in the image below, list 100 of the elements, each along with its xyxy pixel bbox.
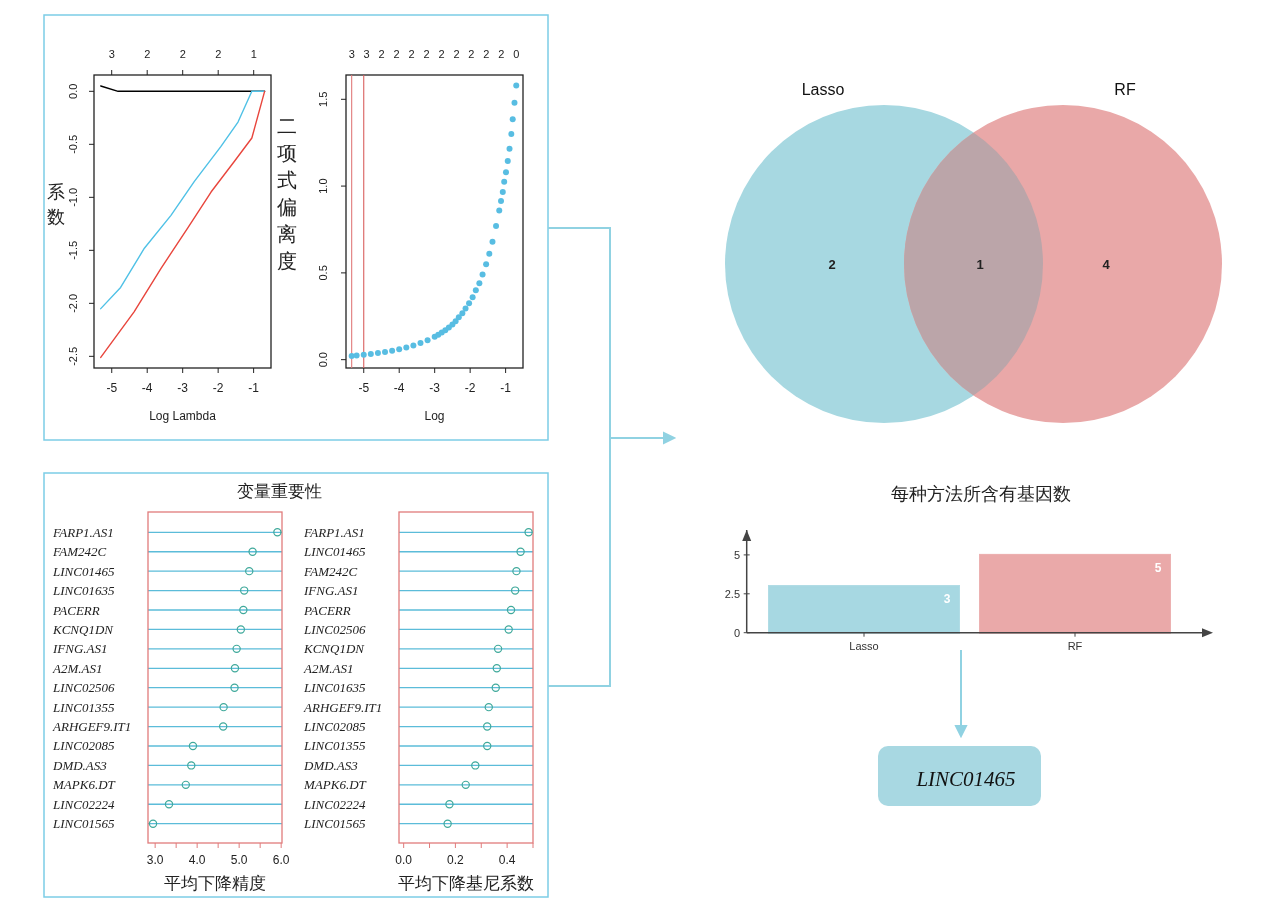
y-tick-label: PACERR xyxy=(52,602,100,618)
x-tick-label: -2 xyxy=(212,381,224,395)
point xyxy=(483,741,492,751)
x-tick-label: -4 xyxy=(141,381,153,395)
x-tick-label: -3 xyxy=(177,381,189,395)
text: 2 xyxy=(438,48,445,60)
point xyxy=(273,528,282,537)
line-series xyxy=(100,90,266,359)
y-tick-label: LINC01355 xyxy=(52,699,115,715)
point xyxy=(410,342,417,349)
y-tick-label: LINC02224 xyxy=(52,796,115,812)
y-tick-label: ARHGEF9.IT1 xyxy=(52,719,132,735)
y-tick-label: A2M.AS1 xyxy=(303,660,354,676)
y-tick-label: FARP1.AS1 xyxy=(303,524,365,540)
x-tick-label: -1 xyxy=(248,381,260,395)
point xyxy=(188,741,198,751)
point xyxy=(476,280,483,287)
point xyxy=(219,702,228,712)
y-tick-label: FAM242C xyxy=(303,563,358,579)
point xyxy=(479,271,486,278)
y-tick-label: LINC02506 xyxy=(303,621,366,637)
y-tick-label: LINC01565 xyxy=(303,816,366,832)
y-tick-label: KCNQ1DN xyxy=(52,621,115,637)
chart-title: 变量重要性 xyxy=(236,482,322,501)
x-tick-label: 4.0 xyxy=(188,853,206,867)
text: 2 xyxy=(393,48,400,60)
point xyxy=(374,350,381,357)
point xyxy=(403,344,410,351)
point xyxy=(512,566,521,576)
point xyxy=(493,644,503,654)
x-tick-label: 0.0 xyxy=(395,853,413,867)
y-tick-label: LINC01635 xyxy=(303,680,366,696)
y-tick-label: -1.0 xyxy=(67,187,79,207)
point xyxy=(501,178,508,185)
point xyxy=(502,169,509,176)
point xyxy=(499,188,506,195)
point xyxy=(239,605,248,615)
y-tick-label: 2.5 xyxy=(724,587,740,600)
point xyxy=(524,528,533,537)
point xyxy=(492,664,501,673)
point xyxy=(486,250,493,257)
y-tick-label: PACERR xyxy=(303,602,351,618)
point xyxy=(504,625,513,634)
category-label: RF xyxy=(1114,81,1136,98)
x-tick-label: 0.2 xyxy=(447,853,465,867)
y-tick-label: MAPK6.DT xyxy=(303,777,367,793)
data-label: 3 xyxy=(943,592,951,607)
point xyxy=(498,198,505,205)
y-axis-title: 二项式偏离度 xyxy=(277,114,297,272)
point xyxy=(417,340,424,347)
y-tick-label: DMD.AS3 xyxy=(52,757,108,773)
point xyxy=(516,547,525,556)
point xyxy=(382,349,389,356)
point xyxy=(218,722,228,731)
chart-title: 每种方法所含有基因数 xyxy=(891,484,1071,504)
point xyxy=(469,294,476,301)
point xyxy=(148,819,158,828)
text: 1 xyxy=(250,48,257,60)
point xyxy=(489,238,496,245)
point xyxy=(504,157,511,164)
point xyxy=(459,310,466,317)
point xyxy=(461,780,470,790)
point xyxy=(248,547,257,556)
x-tick-label: 5.0 xyxy=(230,853,248,867)
y-tick-label: LINC02085 xyxy=(303,719,366,735)
y-tick-label: LINC01465 xyxy=(52,563,115,579)
y-axis-title: 系数 xyxy=(47,181,65,227)
y-tick-label: -2.5 xyxy=(67,346,79,366)
text: 3 xyxy=(108,48,115,60)
text: 2 xyxy=(408,48,415,60)
data-label: 2 xyxy=(828,257,836,272)
text: 2 xyxy=(215,48,222,60)
y-tick-label: LINC01465 xyxy=(303,544,366,560)
point xyxy=(462,305,469,312)
point xyxy=(483,722,492,731)
y-tick-label: IFNG.AS1 xyxy=(303,583,359,599)
text: 2 xyxy=(483,48,490,60)
text: 2 xyxy=(498,48,505,60)
point xyxy=(230,664,240,673)
text: 3 xyxy=(348,48,355,60)
text: LINC01465 xyxy=(915,767,1016,791)
data-label: 1 xyxy=(976,257,984,272)
y-tick-label: -1.5 xyxy=(67,240,79,260)
point xyxy=(236,625,246,634)
point xyxy=(513,82,520,89)
x-tick-label: 0.4 xyxy=(498,853,516,867)
y-tick-label: LINC02085 xyxy=(52,738,115,754)
y-tick-label: LINC02506 xyxy=(52,680,115,696)
text: 2 xyxy=(423,48,430,60)
x-tick-label: -2 xyxy=(464,381,476,395)
point xyxy=(389,347,396,354)
point xyxy=(493,223,500,230)
y-tick-label: 0.5 xyxy=(317,265,329,281)
text: 3 xyxy=(363,48,370,60)
y-tick-label: FARP1.AS1 xyxy=(52,524,114,540)
text: 2 xyxy=(468,48,475,60)
point xyxy=(496,207,503,214)
point xyxy=(455,314,462,321)
y-tick-label: DMD.AS3 xyxy=(303,757,359,773)
point xyxy=(443,819,452,828)
